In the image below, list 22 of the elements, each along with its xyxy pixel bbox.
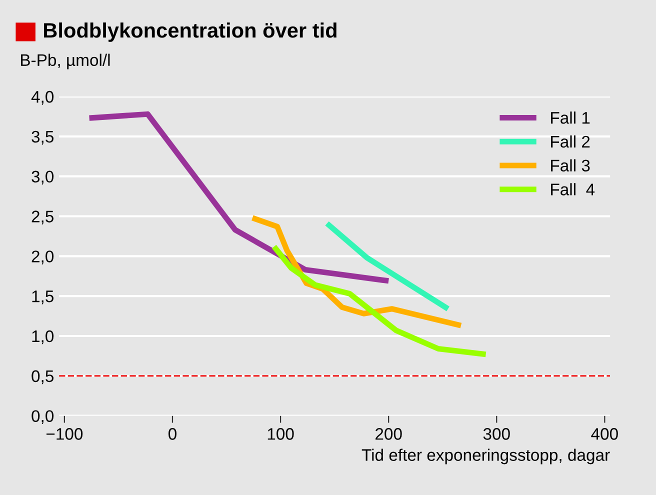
legend-label: Fall 4 [551,183,595,196]
y-tick-label: 0,5 [32,370,54,384]
legend-label: Fall 2 [551,135,590,148]
y-tick-label: 4,0 [31,90,54,105]
x-tick-label: 400 [591,428,618,440]
x-tick-label: 200 [376,428,402,440]
legend-label: Fall 3 [551,159,590,172]
y-tick-label: 0,0 [32,410,54,424]
y-tick-label: 3,5 [32,130,54,145]
x-tick-label: 100 [268,428,294,440]
y-tick-label: 1,0 [32,330,54,344]
x-tick-label: 300 [483,428,510,440]
y-tick-label: 2,0 [32,250,54,264]
x-axis-title: Tid efter exponeringsstopp, dagar [362,448,610,464]
y-axis-title: B-Pb, µmol/l [21,54,110,70]
y-tick-label: 2,5 [32,210,54,224]
x-tick-label: −100 [46,428,83,440]
legend-label: Fall 1 [551,112,590,124]
x-tick-label: 0 [168,428,176,440]
chart-title: Blodblykoncentration över tid [44,22,336,42]
y-tick-label: 3,0 [32,170,54,185]
y-tick-label: 1,5 [32,290,54,304]
